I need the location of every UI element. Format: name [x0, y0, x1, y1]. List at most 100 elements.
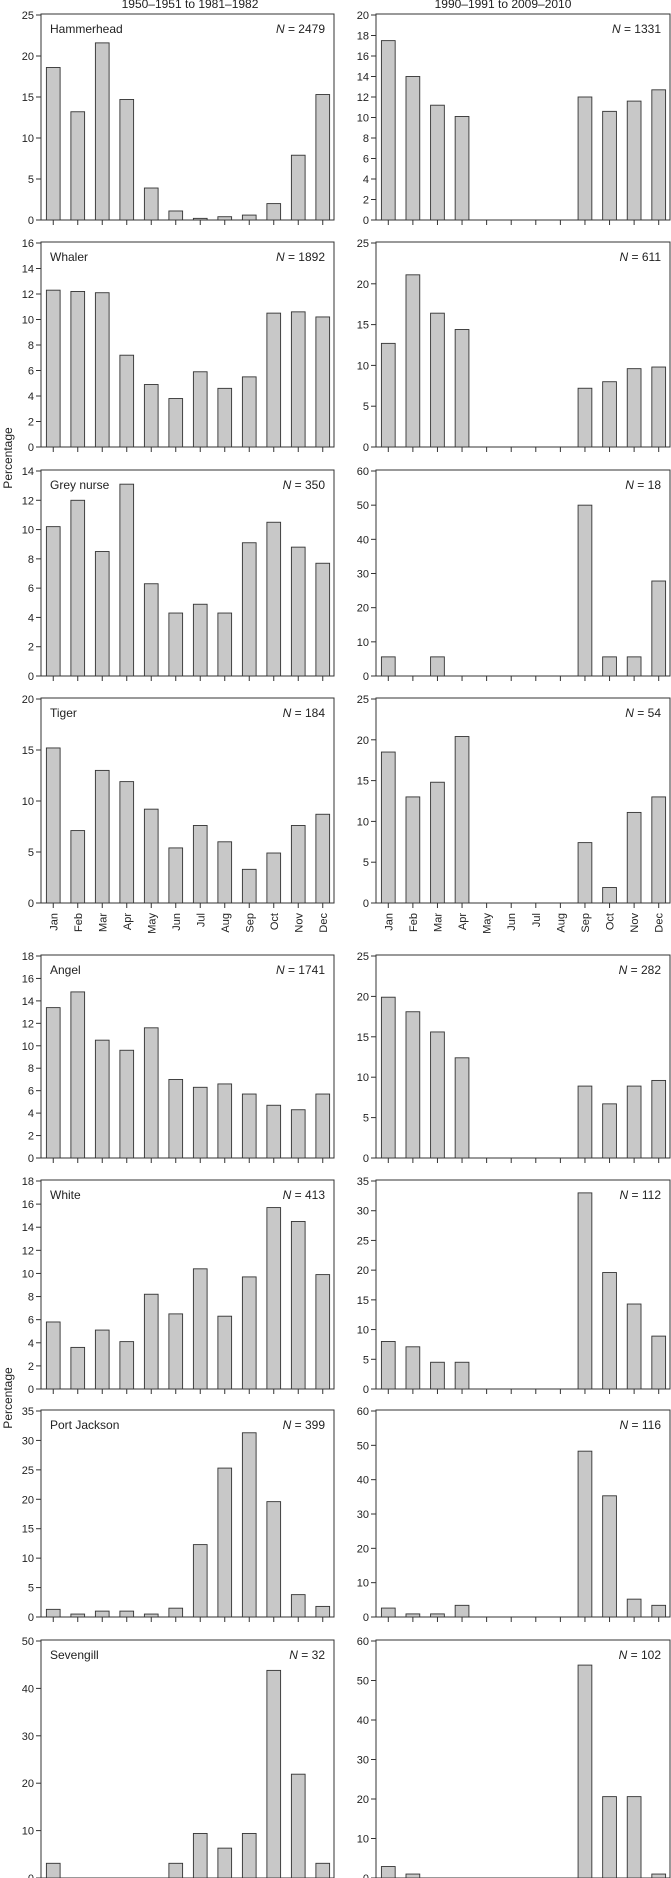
panel-14: 0 10 20 30 40 50 60 N = 116: [357, 1406, 671, 1624]
bar-jul: [192, 371, 208, 448]
bar-feb: [70, 991, 86, 1159]
bar-jun: [168, 1607, 184, 1618]
y-tick-label: 10: [22, 1826, 34, 1838]
y-tick-label: 18: [357, 31, 369, 43]
panel-7: 0 5 10 15 20 Jan Feb Mar Apr May Jun Jul Aug Sep Oct No…: [22, 694, 335, 934]
bar-oct: [602, 887, 617, 904]
y-tick-label: 25: [357, 694, 369, 706]
y-tick-label: 10: [22, 133, 34, 145]
bar-dec: [651, 1873, 667, 1878]
bar-sep: [577, 504, 593, 677]
panel-5: 0 2 4 6 8 10 12 14 Grey nurse N = 350: [22, 466, 335, 683]
bar-dec: [315, 94, 331, 221]
bar-jan: [380, 1866, 396, 1878]
bar-oct: [266, 203, 282, 221]
x-tick-label: Mar: [97, 913, 109, 932]
bar-dec: [651, 796, 667, 904]
bar-sep: [241, 1432, 257, 1618]
y-tick-label: 35: [357, 1176, 369, 1188]
bar-jun: [168, 210, 184, 221]
y-tick-label: 10: [22, 315, 34, 327]
y-tick-label: 0: [363, 1873, 369, 1878]
bar-apr: [119, 781, 135, 904]
panel-15: 0 10 20 30 40 50 Sevengill N = 32: [22, 1636, 335, 1878]
bar-mar: [430, 1613, 445, 1618]
bar-nov: [626, 811, 642, 904]
bar-jan: [45, 1608, 61, 1618]
n-label: N = 2479: [276, 22, 325, 36]
y-tick-label: 25: [357, 238, 369, 250]
bar-nov: [626, 1598, 642, 1618]
x-tick-label: Aug: [555, 913, 567, 933]
column-title-right: 1990–1991 to 2009–2010: [435, 0, 572, 11]
bar-nov: [290, 154, 306, 221]
y-tick-label: 30: [357, 569, 369, 581]
bar-jan: [380, 751, 396, 904]
bar-oct: [266, 1207, 282, 1390]
y-tick-label: 6: [28, 1315, 34, 1327]
bar-sep: [241, 1276, 257, 1390]
y-tick-label: 0: [28, 898, 34, 910]
y-tick-label: 16: [22, 1199, 34, 1211]
y-tick-label: 10: [22, 1268, 34, 1280]
bar-oct: [602, 656, 617, 677]
y-tick-label: 25: [357, 1235, 369, 1247]
bar-may: [143, 1613, 159, 1618]
y-tick-label: 20: [357, 1543, 369, 1555]
bar-aug: [217, 1083, 233, 1159]
bar-jul: [192, 1086, 208, 1159]
bar-oct: [602, 381, 617, 448]
bar-jan: [380, 996, 396, 1159]
y-tick-label: 30: [357, 1206, 369, 1218]
y-tick-label: 8: [28, 554, 34, 566]
y-tick-label: 50: [357, 1440, 369, 1452]
species-label: Whaler: [50, 250, 88, 264]
y-tick-label: 10: [357, 1325, 369, 1337]
bar-jan: [380, 342, 396, 448]
bar-jul: [192, 1544, 208, 1618]
y-tick-label: 5: [363, 1113, 369, 1125]
panel-1: 0 5 10 15 20 25 Hammerhead N = 2479: [22, 10, 335, 227]
bar-jan: [45, 289, 61, 448]
y-tick-label: 16: [357, 51, 369, 63]
y-tick-label: 60: [357, 1406, 369, 1418]
bar-feb: [70, 830, 86, 904]
bar-nov: [290, 1109, 306, 1159]
bar-mar: [94, 551, 110, 677]
bar-oct: [266, 312, 282, 448]
bar-mar: [94, 1329, 110, 1390]
bar-nov: [290, 825, 306, 904]
bar-jan: [45, 67, 61, 221]
bar-sep: [241, 214, 257, 221]
y-tick-label: 2: [28, 1361, 34, 1373]
n-label: N = 1331: [612, 22, 661, 36]
bar-oct: [266, 1501, 282, 1618]
y-tick-label: 8: [28, 1063, 34, 1075]
y-axis-label-lower: Percentage: [1, 1367, 15, 1429]
x-tick-label: Feb: [408, 913, 420, 932]
bar-dec: [315, 1605, 331, 1618]
y-tick-label: 40: [22, 1683, 34, 1695]
bar-mar: [430, 1361, 445, 1390]
panel-frame: [375, 469, 671, 677]
y-tick-label: 10: [22, 525, 34, 537]
x-tick-label: Apr: [457, 913, 469, 930]
x-tick-label: Jun: [506, 913, 518, 931]
bar-sep: [241, 1832, 257, 1878]
bar-dec: [315, 1274, 331, 1390]
panel-frame: [40, 954, 335, 1159]
y-tick-label: 14: [357, 72, 369, 84]
y-tick-label: 25: [22, 1465, 34, 1477]
y-tick-label: 40: [357, 534, 369, 546]
bar-jan: [45, 526, 61, 677]
y-tick-label: 20: [357, 603, 369, 615]
y-tick-label: 15: [357, 320, 369, 332]
panel-13: 0 5 10 15 20 25 30 35 Port Jackson N = 399: [22, 1406, 335, 1624]
bar-nov: [626, 368, 642, 448]
bar-oct: [266, 1104, 282, 1159]
panel-frame: [40, 1639, 335, 1878]
y-tick-label: 18: [22, 951, 34, 963]
y-tick-label: 10: [357, 1834, 369, 1846]
